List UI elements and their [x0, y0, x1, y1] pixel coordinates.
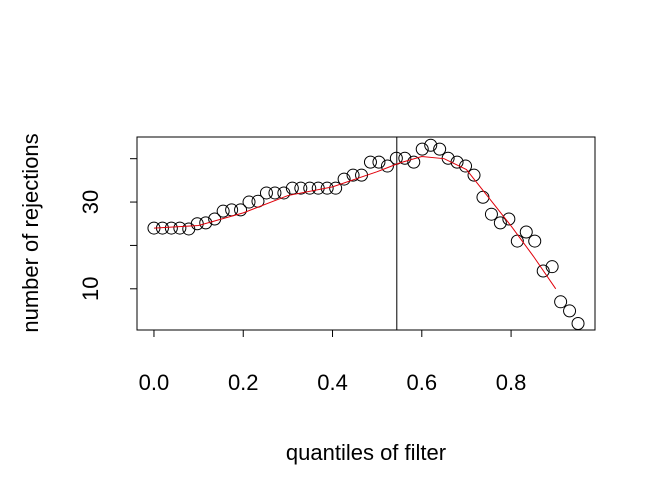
- point: [259, 186, 273, 200]
- y-tick-label: 10: [78, 277, 103, 301]
- point: [329, 181, 343, 195]
- point: [173, 221, 187, 235]
- y-axis-label: number of rejections: [18, 133, 43, 332]
- point: [563, 304, 577, 318]
- point: [433, 142, 447, 156]
- point: [502, 212, 516, 226]
- point: [190, 217, 204, 231]
- point: [476, 190, 490, 204]
- point: [242, 195, 256, 209]
- point: [528, 234, 542, 248]
- x-tick-label: 0.8: [496, 370, 527, 395]
- point: [337, 172, 351, 186]
- point: [277, 186, 291, 200]
- point: [164, 221, 178, 235]
- point: [545, 260, 559, 274]
- point: [493, 216, 507, 230]
- point: [536, 264, 550, 278]
- x-axis-label: quantiles of filter: [286, 440, 446, 465]
- point: [372, 155, 386, 169]
- point: [234, 203, 248, 217]
- point: [415, 142, 429, 156]
- point: [467, 168, 481, 182]
- fit-line: [153, 156, 557, 290]
- x-tick-label: 0.2: [228, 370, 259, 395]
- x-tick-label: 0.4: [317, 370, 348, 395]
- x-tick-label: 0.6: [407, 370, 438, 395]
- point: [346, 168, 360, 182]
- point: [554, 295, 568, 309]
- point: [363, 155, 377, 169]
- point: [303, 181, 317, 195]
- point: [380, 159, 394, 173]
- point: [571, 316, 585, 330]
- point: [519, 225, 533, 239]
- x-tick-label: 0.0: [139, 370, 170, 395]
- point: [407, 155, 421, 169]
- point: [484, 207, 498, 221]
- point: [216, 204, 230, 218]
- point: [424, 138, 438, 152]
- point: [510, 234, 524, 248]
- point: [199, 216, 213, 230]
- point: [182, 222, 196, 236]
- point: [294, 181, 308, 195]
- point: [268, 186, 282, 200]
- y-tick-label: 30: [78, 190, 103, 214]
- point: [320, 181, 334, 195]
- point: [398, 151, 412, 165]
